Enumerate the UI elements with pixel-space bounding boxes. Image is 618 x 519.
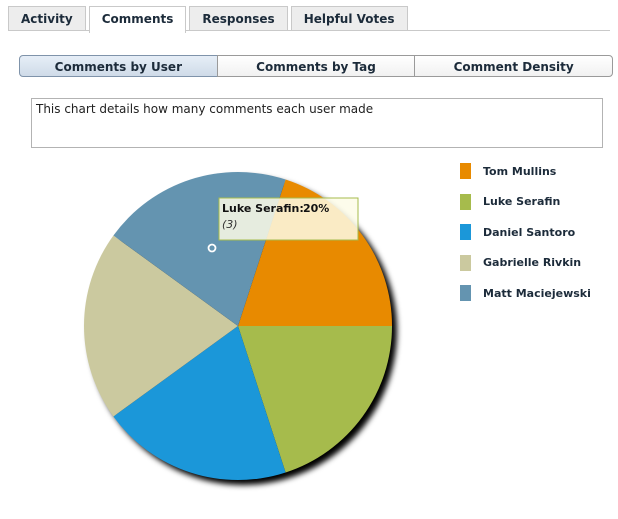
pie-slice-daniel-santoro[interactable] bbox=[113, 326, 286, 480]
legend-item[interactable]: Luke Serafin bbox=[460, 193, 591, 210]
legend-swatch bbox=[460, 163, 471, 179]
tooltip-percent: 20% bbox=[303, 202, 329, 215]
tooltip: Luke Serafin: 20% (3) bbox=[218, 197, 359, 241]
legend-label: Tom Mullins bbox=[483, 164, 557, 178]
subtab-comments-by-tag[interactable]: Comments by Tag bbox=[216, 55, 416, 77]
chart-type-selector: Comments by User Comments by Tag Comment… bbox=[19, 55, 614, 77]
legend-swatch bbox=[460, 193, 471, 210]
chart-description: This chart details how many comments eac… bbox=[31, 98, 603, 148]
tooltip-count: (3) bbox=[222, 218, 238, 231]
subtab-comments-by-user[interactable]: Comments by User bbox=[19, 55, 218, 77]
legend-label: Gabrielle Rivkin bbox=[483, 256, 582, 269]
legend-item[interactable]: Daniel Santoro bbox=[460, 224, 591, 240]
legend-label: Matt Maciejewski bbox=[483, 286, 591, 300]
pie-slice-luke-serafin[interactable] bbox=[238, 326, 392, 473]
legend-label: Luke Serafin bbox=[483, 195, 561, 208]
legend-item[interactable]: Matt Maciejewski bbox=[460, 285, 591, 301]
legend-swatch bbox=[460, 224, 471, 240]
pie-chart: Luke Serafin: 20% (3) bbox=[83, 172, 397, 485]
tab-divider bbox=[8, 30, 610, 31]
tooltip-box bbox=[218, 197, 359, 241]
legend-item[interactable]: Tom Mullins bbox=[460, 163, 591, 179]
main-tabs: Activity Comments Responses Helpful Vote… bbox=[8, 6, 411, 33]
tab-activity[interactable]: Activity bbox=[8, 6, 86, 31]
tooltip-name: Luke Serafin: bbox=[222, 202, 304, 215]
legend-swatch bbox=[460, 285, 471, 301]
legend-label: Daniel Santoro bbox=[483, 225, 576, 239]
chart-legend: Tom Mullins Luke Serafin Daniel Santoro Gab… bbox=[460, 163, 591, 316]
tab-comments[interactable]: Comments bbox=[88, 6, 187, 33]
tab-responses[interactable]: Responses bbox=[189, 6, 288, 31]
legend-swatch bbox=[460, 254, 471, 271]
legend-item[interactable]: Gabrielle Rivkin bbox=[460, 254, 591, 271]
subtab-comment-density[interactable]: Comment Density bbox=[414, 55, 614, 77]
pie-slice-gabrielle-rivkin[interactable] bbox=[83, 235, 238, 417]
tab-helpful-votes[interactable]: Helpful Votes bbox=[290, 6, 408, 31]
hover-marker bbox=[207, 243, 217, 253]
